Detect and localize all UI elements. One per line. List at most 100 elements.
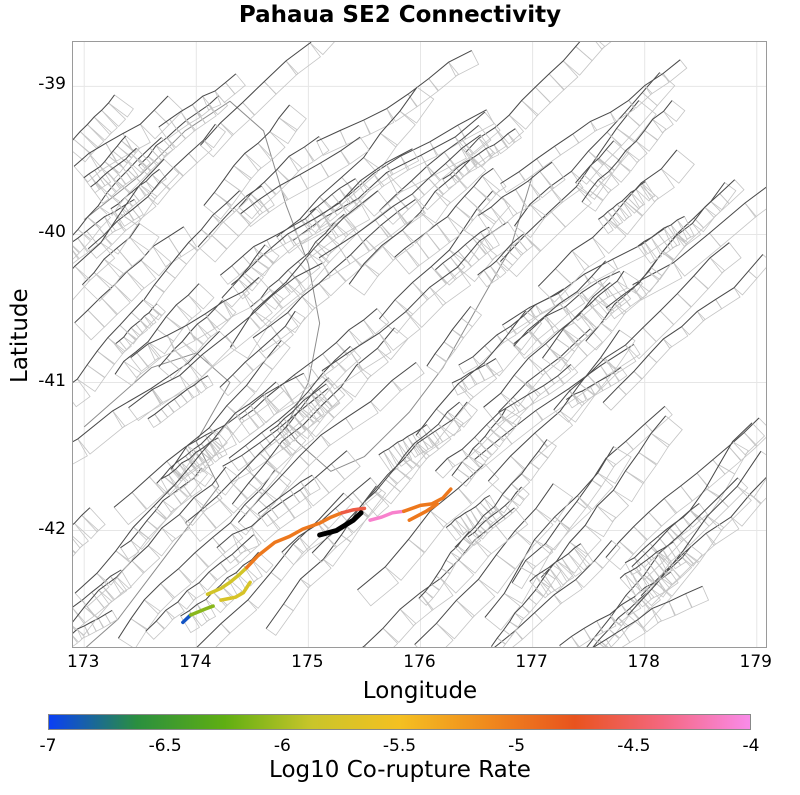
fault-patch <box>147 527 176 557</box>
fault-trace <box>478 161 553 216</box>
fault-patch <box>535 483 574 523</box>
fault-section <box>529 543 594 599</box>
fault-patch <box>73 378 91 408</box>
fault-trace <box>156 429 217 484</box>
fault-section <box>73 136 174 260</box>
fault-trace <box>632 186 766 286</box>
fault-patch <box>180 388 195 403</box>
fault-patch <box>650 415 683 448</box>
fault-map <box>73 42 766 647</box>
fault-trace <box>542 270 625 359</box>
fault-trace <box>216 450 348 548</box>
fault-trace <box>553 242 730 411</box>
fault-section <box>559 571 679 647</box>
highlighted-fault-layer <box>317 510 364 538</box>
fault-patch <box>276 155 303 182</box>
fault-trace <box>593 585 703 647</box>
fault-section <box>269 383 340 451</box>
fault-patch <box>73 438 88 465</box>
fault-patch <box>154 408 169 423</box>
coastline <box>83 100 534 472</box>
fault-trace <box>494 540 612 647</box>
fault-trace <box>73 330 220 443</box>
fault-trace <box>321 221 509 372</box>
background-faults-layer <box>73 42 766 647</box>
fault-section <box>119 467 214 560</box>
fault-patch <box>521 461 540 482</box>
fault-section <box>477 161 566 235</box>
fault-section <box>500 59 688 194</box>
fault-trace <box>426 306 471 367</box>
fault-section <box>553 242 742 423</box>
fault-trace <box>529 543 581 582</box>
fault-patch <box>685 585 710 609</box>
fault-section <box>219 310 306 397</box>
fault-trace <box>442 128 516 180</box>
fault-section <box>73 299 160 408</box>
fault-trace <box>74 226 184 324</box>
fault-trace <box>540 415 666 578</box>
fault-section <box>113 372 315 526</box>
fault-patch <box>592 219 627 255</box>
fault-patch <box>74 309 105 341</box>
fault-trace <box>379 190 494 320</box>
fault-trace <box>221 148 413 299</box>
fault-patch <box>663 485 693 515</box>
fault-trace <box>637 215 685 247</box>
fault-patch <box>173 393 188 409</box>
fault-patch <box>348 319 375 346</box>
fault-patch <box>128 388 164 422</box>
fault-patch <box>200 496 233 529</box>
fault-patch <box>122 123 151 153</box>
fault-trace <box>586 477 739 647</box>
fault-patch <box>510 473 531 493</box>
fault-section <box>237 361 425 532</box>
fault-trace <box>458 288 565 366</box>
fault-patch <box>538 438 557 459</box>
fault-patch <box>680 472 710 502</box>
fault-patch <box>473 434 513 470</box>
fault-patch <box>139 109 170 140</box>
fault-patch <box>587 131 622 166</box>
fault-trace <box>240 136 361 215</box>
fault-patch <box>299 558 332 589</box>
fault-patch <box>574 328 603 357</box>
fault-trace <box>477 233 524 276</box>
fault-trace <box>200 42 312 146</box>
fault-patch <box>662 326 689 349</box>
fault-patch <box>102 220 127 246</box>
fault-patch <box>214 81 236 104</box>
fault-section <box>454 438 557 557</box>
fault-trace <box>276 86 418 238</box>
fault-patch <box>457 537 472 553</box>
fault-patch <box>425 223 452 251</box>
fault-patch <box>596 489 630 523</box>
fault-trace <box>238 308 378 421</box>
fault-section <box>73 507 106 557</box>
fault-patch <box>596 613 617 634</box>
fault-patch <box>593 539 621 569</box>
fault-section <box>414 483 574 647</box>
fault-trace <box>180 551 259 617</box>
fault-patch <box>147 145 168 165</box>
fault-patch <box>570 627 592 647</box>
fault-patch <box>405 286 447 328</box>
fault-section <box>477 233 534 288</box>
fault-patch <box>504 410 544 445</box>
fault-patch <box>131 476 165 510</box>
corupture-section <box>205 565 249 596</box>
fault-patch <box>117 618 148 647</box>
fault-trace <box>465 42 581 153</box>
fault-patch <box>216 533 247 564</box>
fault-patch <box>214 299 237 322</box>
fault-section <box>318 134 494 277</box>
fault-section <box>362 507 529 647</box>
fault-patch <box>384 467 411 493</box>
fault-patch <box>247 571 282 609</box>
fault-patch <box>265 385 293 413</box>
fault-patch <box>747 253 766 279</box>
fault-section <box>73 158 180 301</box>
fault-patch <box>382 608 417 643</box>
fault-section <box>415 310 543 449</box>
fault-patch <box>642 310 675 343</box>
